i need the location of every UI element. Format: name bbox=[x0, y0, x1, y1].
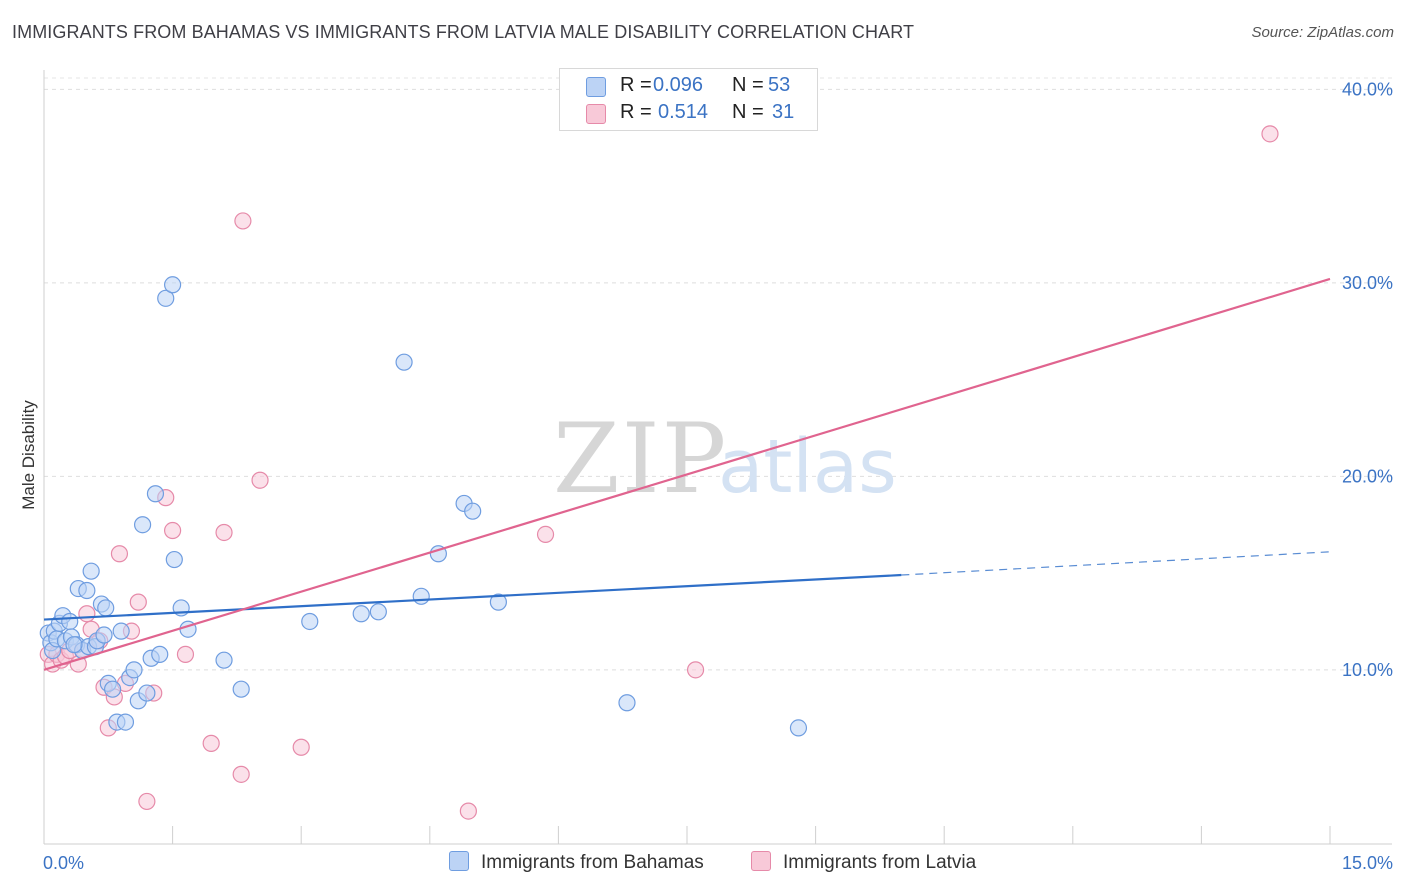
point-latvia bbox=[78, 605, 96, 623]
point-bahamas bbox=[352, 605, 370, 623]
point-bahamas bbox=[369, 603, 387, 621]
source-label: Source: ZipAtlas.com bbox=[1251, 24, 1394, 41]
point-bahamas bbox=[157, 289, 175, 307]
bottom-legend-label-bahamas: Immigrants from Bahamas bbox=[481, 852, 704, 873]
point-latvia bbox=[536, 525, 555, 544]
point-latvia bbox=[215, 523, 233, 542]
legend-r-value-bahamas: 0.096 bbox=[653, 74, 704, 96]
point-bahamas bbox=[151, 645, 169, 663]
legend-swatch-bahamas bbox=[586, 77, 606, 97]
point-bahamas bbox=[61, 612, 79, 631]
bottom-legend-swatch-latvia bbox=[751, 851, 771, 871]
x-tick-labels: 0.0% 15.0% bbox=[43, 853, 1393, 873]
point-bahamas bbox=[789, 719, 808, 737]
point-latvia bbox=[292, 738, 310, 756]
y-tick-label: 10.0% bbox=[1342, 660, 1393, 680]
legend-n-label: N = bbox=[732, 74, 764, 96]
grid-lines bbox=[44, 77, 1392, 671]
watermark-zip: ZIP bbox=[553, 403, 728, 515]
trend-line-bahamas bbox=[43, 573, 902, 621]
point-latvia bbox=[459, 802, 477, 820]
legend-swatch-latvia bbox=[586, 104, 606, 124]
x-tick-label: 0.0% bbox=[43, 853, 84, 873]
point-bahamas bbox=[301, 612, 319, 631]
point-bahamas bbox=[97, 599, 115, 617]
x-tick-label: 15.0% bbox=[1342, 853, 1393, 873]
bottom-legend-latvia: Immigrants from Latvia bbox=[751, 851, 976, 874]
point-bahamas bbox=[618, 694, 636, 712]
point-bahamas bbox=[165, 550, 183, 569]
point-bahamas bbox=[103, 680, 122, 698]
point-bahamas bbox=[112, 622, 130, 640]
point-latvia bbox=[1261, 125, 1279, 143]
point-latvia bbox=[234, 212, 252, 230]
point-bahamas bbox=[138, 684, 156, 702]
point-latvia bbox=[138, 792, 156, 811]
point-bahamas bbox=[95, 626, 113, 644]
legend-n-value-latvia: 31 bbox=[772, 101, 795, 123]
axes bbox=[43, 70, 1392, 845]
point-latvia bbox=[251, 471, 269, 489]
legend-r-label: R = bbox=[620, 101, 652, 123]
y-tick-label: 20.0% bbox=[1342, 466, 1393, 486]
trend-line-bahamas-extension bbox=[901, 551, 1331, 576]
point-bahamas bbox=[395, 353, 413, 371]
point-bahamas bbox=[78, 581, 96, 600]
point-bahamas bbox=[164, 276, 182, 294]
point-bahamas bbox=[125, 661, 143, 679]
point-latvia bbox=[129, 593, 147, 611]
point-bahamas bbox=[412, 587, 430, 605]
bottom-legend-swatch-bahamas bbox=[449, 851, 469, 871]
trend-line-latvia bbox=[43, 277, 1331, 671]
point-bahamas bbox=[489, 593, 507, 611]
bottom-legend-label-latvia: Immigrants from Latvia bbox=[783, 852, 977, 873]
legend-r-label: R = bbox=[620, 74, 652, 96]
point-latvia bbox=[202, 734, 220, 752]
y-axis-label: Male Disability bbox=[19, 400, 38, 510]
legend-r-value-latvia: 0.514 bbox=[658, 101, 709, 123]
point-latvia bbox=[686, 661, 705, 679]
point-bahamas bbox=[65, 636, 83, 654]
trend-lines bbox=[43, 277, 1331, 671]
chart-title: IMMIGRANTS FROM BAHAMAS VS IMMIGRANTS FR… bbox=[12, 22, 915, 42]
bottom-legend-bahamas: Immigrants from Bahamas bbox=[449, 851, 704, 874]
point-bahamas bbox=[82, 562, 100, 580]
point-bahamas bbox=[146, 485, 165, 503]
y-tick-label: 40.0% bbox=[1342, 79, 1393, 99]
point-latvia bbox=[110, 545, 129, 563]
point-bahamas bbox=[133, 516, 152, 534]
point-latvia bbox=[232, 765, 250, 783]
point-latvia bbox=[176, 645, 195, 663]
legend-n-label: N = bbox=[732, 101, 764, 123]
watermark: ZIP atlas bbox=[553, 403, 897, 515]
point-bahamas bbox=[232, 680, 250, 698]
y-tick-label: 30.0% bbox=[1342, 273, 1393, 293]
point-bahamas bbox=[116, 713, 135, 731]
y-tick-labels: 10.0% 20.0% 30.0% 40.0% bbox=[1342, 79, 1393, 680]
point-latvia bbox=[164, 521, 182, 540]
legend-n-value-bahamas: 53 bbox=[768, 74, 791, 96]
point-bahamas bbox=[215, 651, 233, 669]
correlation-legend: R = 0.096 N = 53 R = 0.514 N = 31 bbox=[559, 68, 818, 131]
point-bahamas bbox=[464, 502, 482, 520]
